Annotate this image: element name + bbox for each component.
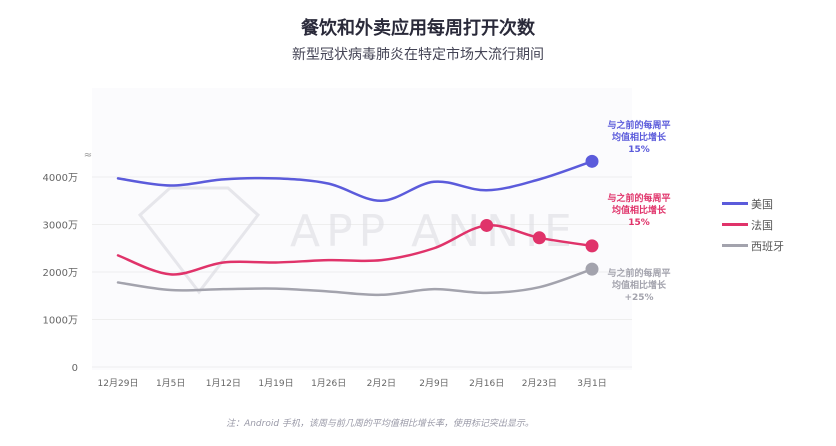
y-tick-label: 3000万 <box>43 221 78 232</box>
series-line-2 <box>116 267 594 297</box>
annotation-es: 与之前的每周平 均值相比增长 +25% <box>584 268 694 304</box>
highlight-point <box>480 218 494 232</box>
legend: 美国 法国 西班牙 <box>722 193 784 256</box>
x-tick-label: 1月19日 <box>258 378 293 389</box>
legend-swatch <box>722 223 748 226</box>
annotation-us: 与之前的每周平 均值相比增长 15% <box>584 120 694 156</box>
y-tick-label: 4000万 <box>43 173 78 184</box>
annotation-line: 均值相比增长 <box>611 281 666 291</box>
legend-swatch <box>722 244 748 247</box>
annotation-line: 与之前的每周平 <box>607 269 671 279</box>
highlight-point <box>585 154 599 168</box>
annotation-line: 与之前的每周平 <box>607 121 671 131</box>
legend-item-es: 西班牙 <box>722 235 784 256</box>
legend-swatch <box>722 202 748 205</box>
y-tick-label: 2000万 <box>43 268 78 279</box>
annotation-line: 均值相比增长 <box>611 206 666 216</box>
x-tick-label: 1月26日 <box>311 378 346 389</box>
axis-break-mark: ≈ <box>84 150 92 161</box>
chart-subtitle: 新型冠状病毒肺炎在特定市场大流行期间 <box>292 47 544 63</box>
legend-label: 西班牙 <box>751 239 784 253</box>
y-tick-label: 0 <box>72 363 78 374</box>
series-line-0 <box>116 160 594 203</box>
chart-title: 餐饮和外卖应用每周打开次数 <box>301 18 535 39</box>
x-tick-label: 3月1日 <box>577 378 606 389</box>
annotation-line: +25% <box>624 293 654 303</box>
annotation-line: 与之前的每周平 <box>607 194 671 204</box>
highlight-point <box>585 239 599 253</box>
annotation-line: 15% <box>628 145 650 155</box>
annotation-line: 均值相比增长 <box>611 133 666 143</box>
watermark-logo <box>137 186 261 295</box>
highlight-point <box>532 231 546 245</box>
x-tick-label: 2月9日 <box>419 378 448 389</box>
y-tick-label: 1000万 <box>43 316 78 327</box>
x-tick-label: 2月23日 <box>522 378 557 389</box>
x-tick-label: 2月16日 <box>469 378 504 389</box>
plot-area <box>92 88 632 370</box>
x-tick-label: 1月12日 <box>206 378 241 389</box>
legend-label: 美国 <box>751 197 773 211</box>
x-tick-label: 12月29日 <box>98 378 139 389</box>
annotation-fr: 与之前的每周平 均值相比增长 15% <box>584 193 694 229</box>
highlight-point <box>585 262 599 276</box>
legend-item-fr: 法国 <box>722 214 784 235</box>
annotation-line: 15% <box>628 218 650 228</box>
footnote: 注：Android 手机，该周与前几周的平均值相比增长率，使用标记突出显示。 <box>226 419 534 429</box>
legend-label: 法国 <box>751 218 773 232</box>
legend-item-us: 美国 <box>722 193 784 214</box>
x-tick-label: 2月2日 <box>367 378 396 389</box>
series-line-1 <box>116 224 594 276</box>
x-tick-label: 1月5日 <box>156 378 185 389</box>
